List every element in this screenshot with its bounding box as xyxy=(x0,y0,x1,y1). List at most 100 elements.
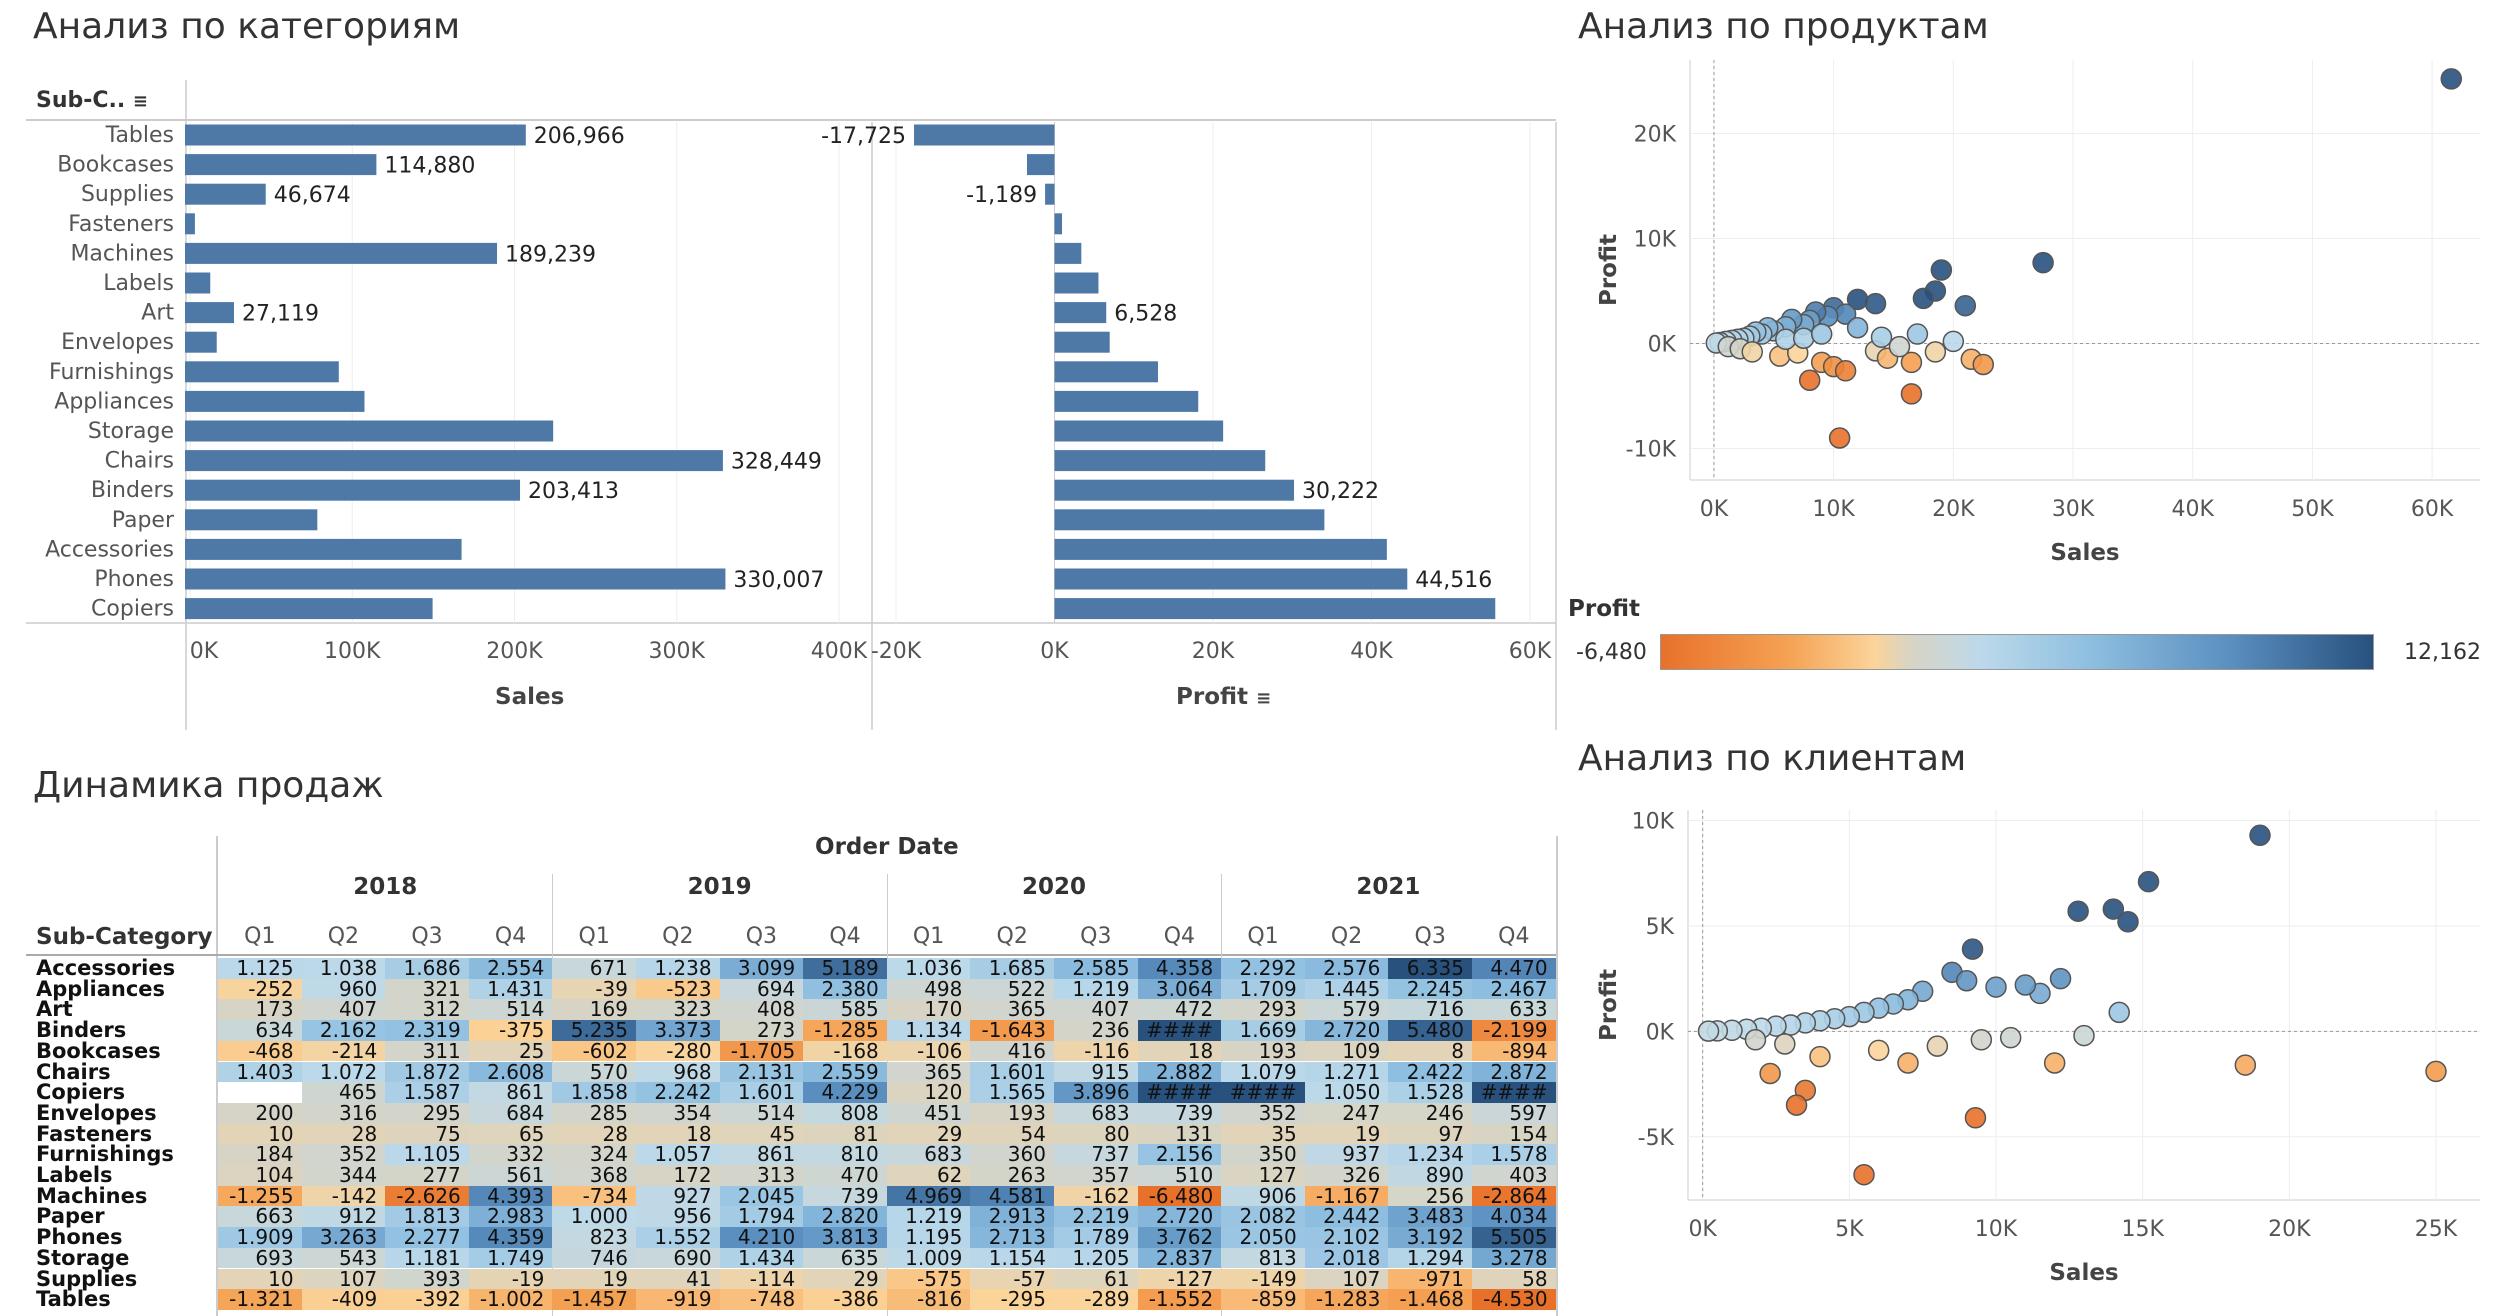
heatmap-cell[interactable]: 75 xyxy=(385,1123,469,1145)
heatmap-cell[interactable]: 2.292 xyxy=(1221,958,1305,979)
heatmap-cell[interactable]: 246 xyxy=(1388,1102,1472,1124)
heatmap-cell[interactable]: 510 xyxy=(1137,1165,1222,1186)
heatmap-cell[interactable]: 104 xyxy=(218,1165,302,1186)
heatmap-cell[interactable]: 470 xyxy=(803,1165,887,1186)
heatmap-cell[interactable]: -575 xyxy=(886,1268,971,1290)
heatmap-cell[interactable]: 3.263 xyxy=(301,1227,386,1248)
heatmap-cell[interactable]: 2.050 xyxy=(1221,1227,1305,1248)
heatmap-cell[interactable]: 312 xyxy=(385,999,469,1021)
heatmap-cell[interactable]: 41 xyxy=(636,1268,720,1290)
heatmap-cell[interactable]: 2.131 xyxy=(719,1061,804,1083)
heatmap-cell[interactable]: 193 xyxy=(970,1102,1054,1124)
heatmap-cell[interactable]: -1.457 xyxy=(552,1289,636,1310)
heatmap-cell[interactable]: 746 xyxy=(552,1247,636,1269)
heatmap-cell[interactable]: 2.585 xyxy=(1054,958,1138,979)
heatmap-cell[interactable]: 968 xyxy=(636,1061,720,1083)
heatmap-cell[interactable]: 4.470 xyxy=(1472,958,1556,979)
heatmap-cell[interactable]: 2.162 xyxy=(301,1020,386,1041)
heatmap-cell[interactable]: 472 xyxy=(1137,999,1222,1021)
heatmap-cell[interactable]: 3.896 xyxy=(1054,1082,1138,1103)
heatmap-cell[interactable]: 127 xyxy=(1221,1165,1305,1186)
heatmap-cell[interactable]: 683 xyxy=(886,1144,971,1165)
heatmap-cell[interactable]: 1.072 xyxy=(301,1061,386,1083)
heatmap-cell[interactable]: 184 xyxy=(218,1144,302,1165)
heatmap-cell[interactable]: 10 xyxy=(218,1123,302,1145)
heatmap-cell[interactable]: 285 xyxy=(552,1102,636,1124)
heatmap-cell[interactable]: 1.294 xyxy=(1388,1247,1472,1269)
heatmap-cell[interactable]: 407 xyxy=(301,999,386,1021)
heatmap-cell[interactable]: 1.552 xyxy=(636,1227,720,1248)
heatmap-cell[interactable]: 2.720 xyxy=(1137,1206,1222,1228)
heatmap-cell[interactable]: 634 xyxy=(218,1020,302,1041)
heatmap-cell[interactable]: 324 xyxy=(552,1144,636,1165)
heatmap-cell[interactable]: 29 xyxy=(803,1268,887,1290)
heatmap-cell[interactable]: 2.913 xyxy=(970,1206,1054,1228)
heatmap-cell[interactable]: 1.219 xyxy=(886,1206,971,1228)
sort-icon[interactable]: ≡ xyxy=(132,91,149,112)
heatmap-cell[interactable]: 1.749 xyxy=(468,1247,553,1269)
heatmap-cell[interactable]: -1.552 xyxy=(1137,1289,1222,1310)
heatmap-cell[interactable]: 716 xyxy=(1388,999,1472,1021)
heatmap-cell[interactable]: 2.045 xyxy=(719,1185,804,1207)
heatmap-cell[interactable]: 107 xyxy=(301,1268,386,1290)
heatmap-cell[interactable]: 311 xyxy=(385,1040,469,1062)
heatmap-cell[interactable]: 1.181 xyxy=(385,1247,469,1269)
heatmap-cell[interactable]: 663 xyxy=(218,1206,302,1228)
heatmap-cell[interactable]: 172 xyxy=(636,1165,720,1186)
heatmap-cell[interactable]: 2.837 xyxy=(1137,1247,1222,1269)
heatmap-cell[interactable]: 1.685 xyxy=(970,958,1054,979)
heatmap-cell[interactable]: 1.434 xyxy=(719,1247,804,1269)
heatmap-cell[interactable]: 5.480 xyxy=(1388,1020,1472,1041)
heatmap-cell[interactable]: 960 xyxy=(301,978,386,1000)
heatmap-cell[interactable]: 352 xyxy=(1221,1102,1305,1124)
heatmap-cell[interactable]: 739 xyxy=(803,1185,887,1207)
heatmap-cell[interactable]: 45 xyxy=(719,1123,804,1145)
heatmap-cell[interactable]: 357 xyxy=(1054,1165,1138,1186)
heatmap-cell[interactable]: 4.229 xyxy=(803,1082,887,1103)
heatmap-cell[interactable]: 295 xyxy=(385,1102,469,1124)
heatmap-cell[interactable]: -214 xyxy=(301,1040,386,1062)
heatmap-cell[interactable]: 80 xyxy=(1054,1123,1138,1145)
heatmap-cell[interactable]: -409 xyxy=(301,1289,386,1310)
heatmap-cell[interactable]: 561 xyxy=(468,1165,553,1186)
heatmap-cell[interactable]: 2.102 xyxy=(1304,1227,1389,1248)
profit-axis-title[interactable]: Profit ≡ xyxy=(1176,684,1271,710)
heatmap-cell[interactable]: #### xyxy=(1137,1020,1222,1041)
heatmap-cell[interactable]: -127 xyxy=(1137,1268,1222,1290)
heatmap-cell[interactable]: 2.467 xyxy=(1472,978,1556,1000)
heatmap-cell[interactable]: 107 xyxy=(1304,1268,1389,1290)
heatmap-cell[interactable]: 1.709 xyxy=(1221,978,1305,1000)
heatmap-cell[interactable]: -1.321 xyxy=(218,1289,302,1310)
heatmap-cell[interactable]: 354 xyxy=(636,1102,720,1124)
heatmap-cell[interactable]: 4.393 xyxy=(468,1185,553,1207)
heatmap-cell[interactable]: 5.235 xyxy=(552,1020,636,1041)
heatmap-cell[interactable]: 35 xyxy=(1221,1123,1305,1145)
heatmap-cell[interactable]: 737 xyxy=(1054,1144,1138,1165)
heatmap-cell[interactable]: 352 xyxy=(301,1144,386,1165)
heatmap-cell[interactable]: -1.643 xyxy=(970,1020,1054,1041)
heatmap-cell[interactable]: #### xyxy=(1137,1082,1222,1103)
heatmap-cell[interactable]: 360 xyxy=(970,1144,1054,1165)
heatmap-cell[interactable]: -19 xyxy=(468,1268,553,1290)
heatmap-cell[interactable]: 1.789 xyxy=(1054,1227,1138,1248)
heatmap-cell[interactable]: -1.002 xyxy=(468,1289,553,1310)
heatmap-cell[interactable]: -2.864 xyxy=(1472,1185,1556,1207)
heatmap-cell[interactable]: 514 xyxy=(719,1102,804,1124)
heatmap-cell[interactable]: -748 xyxy=(719,1289,804,1310)
heatmap-cell[interactable]: 1.872 xyxy=(385,1061,469,1083)
heatmap-cell[interactable]: -971 xyxy=(1388,1268,1472,1290)
heatmap-cell[interactable]: 514 xyxy=(468,999,553,1021)
heatmap-cell[interactable]: 170 xyxy=(886,999,971,1021)
heatmap-cell[interactable]: 1.578 xyxy=(1472,1144,1556,1165)
heatmap-cell[interactable]: 256 xyxy=(1388,1185,1472,1207)
heatmap-cell[interactable]: -2.626 xyxy=(385,1185,469,1207)
heatmap-cell[interactable]: 1.601 xyxy=(719,1082,804,1103)
heatmap-cell[interactable]: 29 xyxy=(886,1123,971,1145)
heatmap-cell[interactable]: 1.909 xyxy=(218,1227,302,1248)
heatmap-cell[interactable]: 890 xyxy=(1388,1165,1472,1186)
heatmap-cell[interactable]: 200 xyxy=(218,1102,302,1124)
heatmap-cell[interactable]: 694 xyxy=(719,978,804,1000)
heatmap-cell[interactable]: 3.813 xyxy=(803,1227,887,1248)
heatmap-cell[interactable]: -114 xyxy=(719,1268,804,1290)
heatmap-cell[interactable]: 1.134 xyxy=(886,1020,971,1041)
